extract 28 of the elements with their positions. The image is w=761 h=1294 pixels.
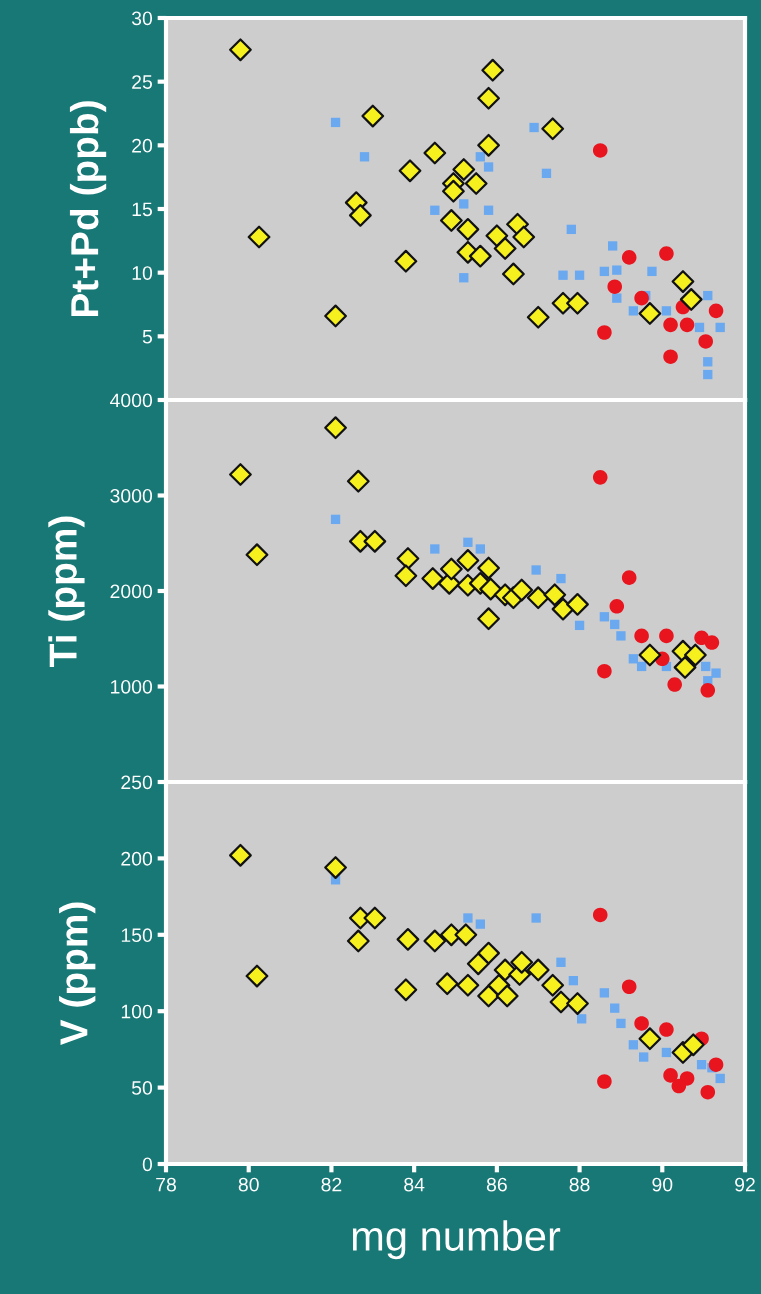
x-tick-label: 92 bbox=[735, 1177, 755, 1192]
y-tick-label: 100 bbox=[121, 1004, 153, 1019]
x-tick-label: 82 bbox=[321, 1177, 342, 1192]
y-tick-label: 250 bbox=[121, 775, 153, 790]
y-tick-label: 150 bbox=[121, 928, 153, 943]
y-axis-title: Ti (ppm) bbox=[48, 516, 85, 667]
y-tick-label: 0 bbox=[142, 1157, 153, 1172]
y-tick-label: 5 bbox=[142, 330, 152, 344]
y-tick-label: 4000 bbox=[110, 393, 153, 408]
y-axis-title: V (ppm) bbox=[59, 902, 96, 1046]
y-tick-label: 15 bbox=[132, 202, 152, 217]
y-tick-label: 10 bbox=[132, 266, 153, 280]
x-tick-label: 78 bbox=[156, 1177, 176, 1192]
y-tick-label: 200 bbox=[121, 851, 153, 866]
x-axis-title: mg number bbox=[352, 1220, 561, 1260]
x-tick-label: 90 bbox=[652, 1177, 673, 1192]
y-tick-label: 25 bbox=[132, 75, 152, 89]
y-tick-label: 2000 bbox=[110, 584, 153, 599]
y-axis-title: Pt+Pd (ppb) bbox=[69, 101, 107, 317]
y-tick-label: 20 bbox=[132, 138, 153, 153]
y-tick-label: 50 bbox=[131, 1081, 153, 1095]
y-tick-label: 30 bbox=[131, 11, 153, 26]
x-tick-label: 86 bbox=[486, 1177, 507, 1192]
x-tick-label: 80 bbox=[238, 1177, 259, 1192]
y-tick-label: 3000 bbox=[110, 488, 153, 503]
y-tick-label: 1000 bbox=[111, 679, 153, 694]
x-tick-label: 88 bbox=[569, 1177, 590, 1192]
x-tick-label: 84 bbox=[404, 1177, 425, 1192]
